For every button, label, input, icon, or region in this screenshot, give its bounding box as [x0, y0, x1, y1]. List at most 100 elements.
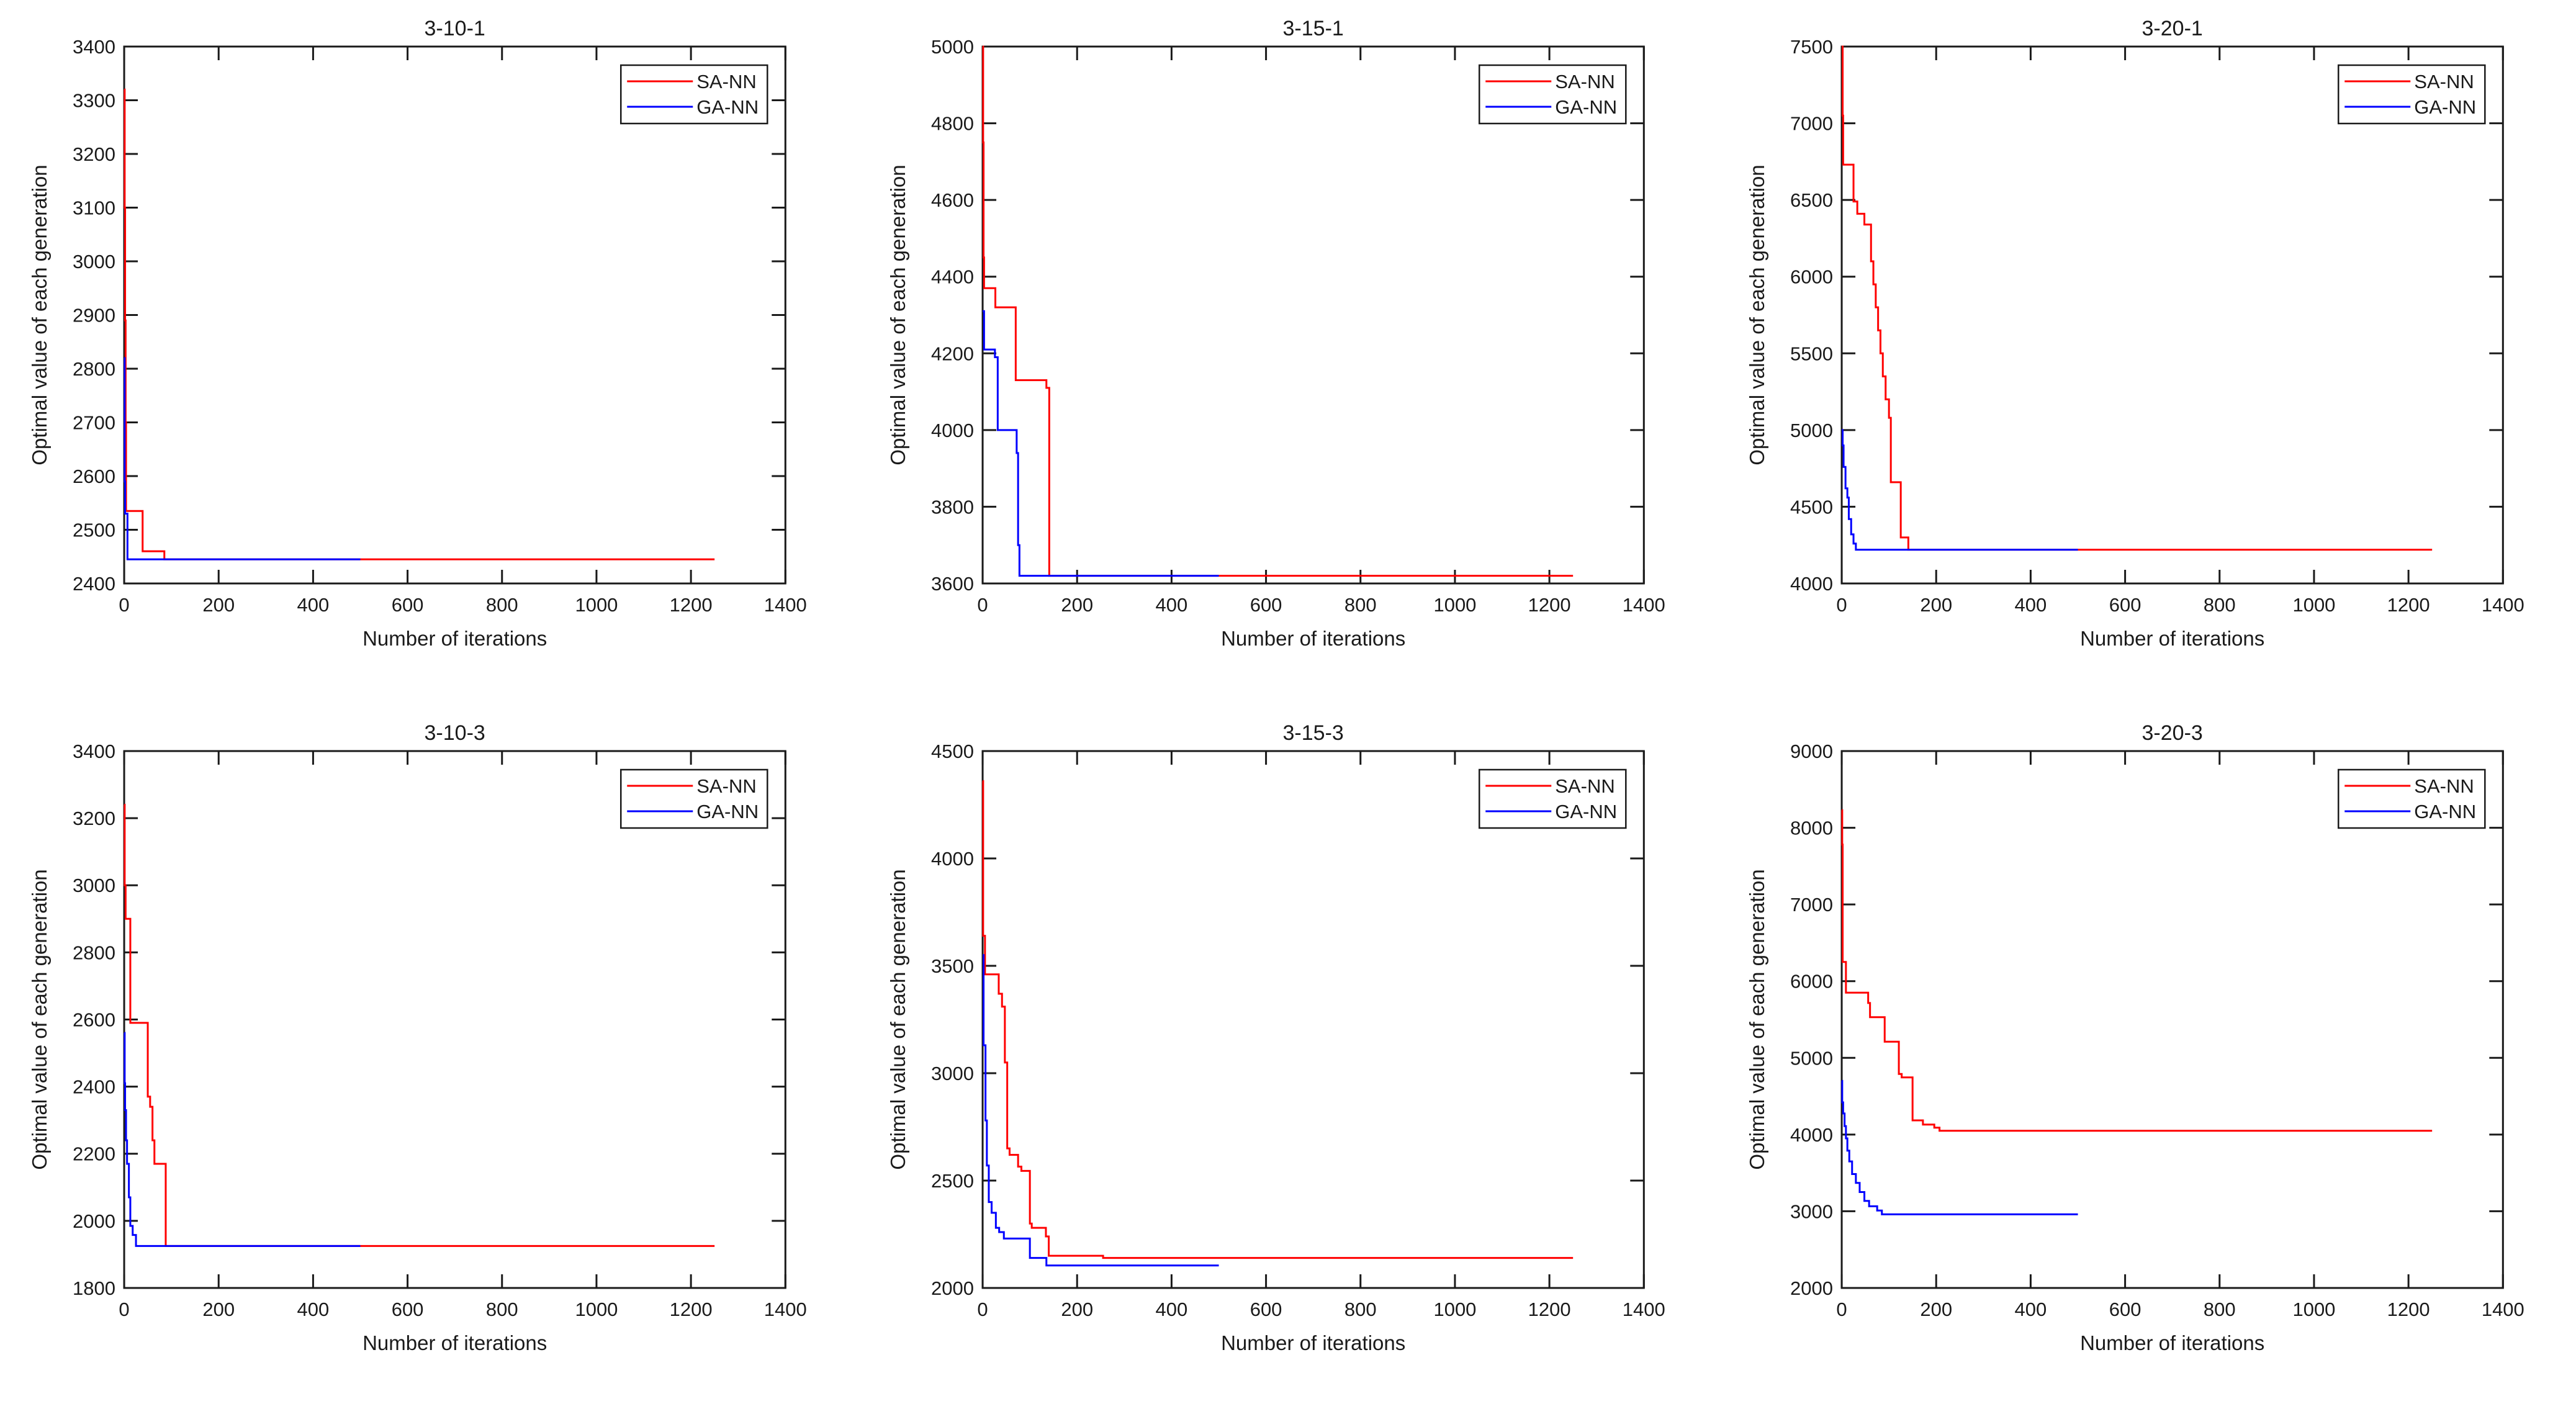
y-tick-label: 3400 [73, 741, 115, 762]
x-tick-label: 200 [1920, 1299, 1952, 1320]
axes-box [981, 45, 1646, 585]
plot-title: 3-20-3 [2141, 721, 2202, 745]
y-tick-label: 2200 [73, 1143, 115, 1165]
y-tick-label: 4400 [931, 266, 974, 288]
y-axis-label: Optimal value of each generation [1745, 869, 1768, 1169]
legend-label-sa-nn: SA-NN [1556, 775, 1615, 797]
y-tick-label: 5000 [1790, 1047, 1833, 1069]
legend-box [619, 64, 768, 125]
legend-label-sa-nn: SA-NN [2414, 71, 2474, 92]
x-tick-label: 1200 [670, 594, 713, 616]
y-tick-label: 2000 [931, 1277, 974, 1299]
legend-box [619, 768, 768, 829]
y-tick-label: 6000 [1790, 971, 1833, 993]
y-tick-label: 3400 [73, 36, 115, 58]
x-tick-label: 1200 [1528, 1299, 1571, 1320]
y-tick-label: 2800 [73, 942, 115, 963]
legend-label-ga-nn: GA-NN [1556, 801, 1618, 822]
x-tick-label: 0 [978, 1299, 988, 1320]
y-tick-label: 7000 [1790, 894, 1833, 916]
x-tick-label: 400 [2014, 1299, 2047, 1320]
x-tick-label: 0 [1836, 1299, 1847, 1320]
y-tick-label: 4500 [1790, 496, 1833, 518]
plot-title: 3-20-1 [2141, 17, 2202, 40]
series-line-ga-nn [124, 357, 361, 560]
x-tick-label: 600 [2109, 1299, 2141, 1320]
x-tick-label: 1200 [670, 1299, 713, 1320]
chart-canvas-6: 0 200 400 600 800 1000 1200 1400 2000 3000 4000 500… [1745, 721, 2524, 1354]
x-tick-label: 1400 [1623, 594, 1665, 616]
subplot-2: 0 200 400 600 800 1000 1200 1400 3600 3800 4000 420… [858, 0, 1717, 704]
x-tick-label: 1400 [2481, 1299, 2524, 1320]
legend-box [1479, 64, 1627, 125]
x-tick-label: 200 [202, 1299, 235, 1320]
y-tick-label: 6000 [1790, 266, 1833, 288]
plot-title: 3-10-1 [425, 17, 485, 40]
axes-box [1840, 750, 2504, 1289]
y-axis-label: Optimal value of each generation [28, 869, 51, 1169]
y-tick-label: 5500 [1790, 343, 1833, 364]
y-tick-label: 4000 [931, 420, 974, 441]
series-line-sa-nn [124, 804, 715, 1247]
x-tick-label: 1200 [2387, 594, 2430, 616]
axes-box [123, 750, 786, 1289]
x-tick-label: 1000 [575, 594, 618, 616]
y-tick-label: 6500 [1790, 189, 1833, 211]
x-tick-label: 1400 [2481, 594, 2524, 616]
legend-label-ga-nn: GA-NN [2414, 96, 2476, 118]
plot-title: 3-10-3 [425, 721, 485, 745]
x-tick-label: 600 [1250, 1299, 1282, 1320]
chart-canvas-3: 0 200 400 600 800 1000 1200 1400 4000 4500 5000 550… [1745, 17, 2524, 650]
series-line-ga-nn [1841, 429, 2078, 551]
axes-box [123, 45, 786, 585]
series-line-sa-nn [124, 88, 715, 560]
y-tick-label: 5000 [931, 36, 974, 58]
series-line-ga-nn [983, 310, 1219, 577]
x-tick-label: 1000 [2292, 594, 2335, 616]
legend-label-ga-nn: GA-NN [696, 801, 759, 822]
series-line-sa-nn [1841, 809, 2432, 1132]
chart-canvas-4: 0 200 400 600 800 1000 1200 1400 1800 2000 2200 240… [28, 721, 807, 1354]
y-tick-label: 7500 [1790, 36, 1833, 58]
legend-box [1479, 768, 1627, 829]
plot-title: 3-15-3 [1283, 721, 1344, 745]
axes-box [981, 750, 1646, 1289]
x-tick-label: 600 [1250, 594, 1282, 616]
y-tick-label: 5000 [1790, 420, 1833, 441]
y-tick-label: 3000 [931, 1063, 974, 1084]
x-axis-label: Number of iterations [2080, 627, 2264, 650]
x-tick-label: 800 [1344, 594, 1377, 616]
y-tick-label: 2800 [73, 358, 115, 380]
series-line-ga-nn [124, 1032, 361, 1247]
legend-label-ga-nn: GA-NN [2414, 801, 2476, 822]
series-line-ga-nn [983, 954, 1219, 1267]
legend-label-sa-nn: SA-NN [2414, 775, 2474, 797]
x-tick-label: 600 [392, 594, 424, 616]
x-tick-label: 200 [1920, 594, 1952, 616]
x-tick-label: 0 [978, 594, 988, 616]
x-tick-label: 0 [119, 1299, 129, 1320]
x-axis-label: Number of iterations [1221, 627, 1405, 650]
y-tick-label: 3800 [931, 496, 974, 518]
legend-label-sa-nn: SA-NN [1556, 71, 1615, 92]
y-axis-label: Optimal value of each generation [886, 869, 909, 1169]
y-tick-label: 4000 [1790, 573, 1833, 595]
x-tick-label: 600 [2109, 594, 2141, 616]
subplot-4: 0 200 400 600 800 1000 1200 1400 1800 2000 2200 240… [0, 704, 858, 1409]
x-tick-label: 400 [1156, 1299, 1188, 1320]
y-tick-label: 3500 [931, 955, 974, 977]
x-tick-label: 200 [1061, 594, 1094, 616]
x-tick-label: 1200 [2387, 1299, 2430, 1320]
y-tick-label: 2500 [931, 1170, 974, 1192]
chart-canvas-1: 0 200 400 600 800 1000 1200 1400 2400 2500 2600 270… [28, 17, 807, 650]
x-tick-label: 0 [1836, 594, 1847, 616]
x-tick-label: 400 [297, 1299, 330, 1320]
y-tick-label: 2500 [73, 520, 115, 541]
y-tick-label: 3100 [73, 197, 115, 219]
y-axis-label: Optimal value of each generation [28, 164, 51, 465]
x-tick-label: 0 [119, 594, 129, 616]
x-tick-label: 200 [1061, 1299, 1094, 1320]
x-tick-label: 800 [2204, 594, 2236, 616]
y-tick-label: 4000 [1790, 1124, 1833, 1146]
